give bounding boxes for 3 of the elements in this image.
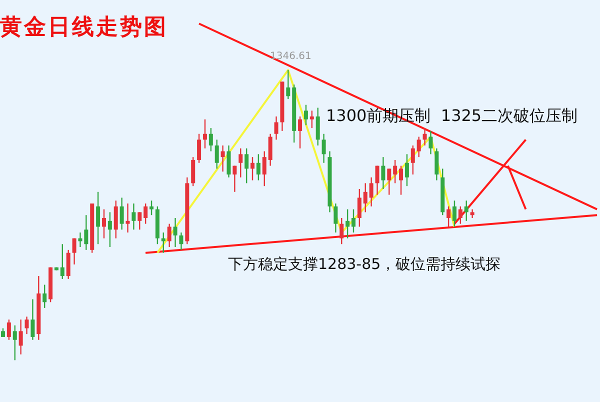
annotation: 1346.61: [270, 51, 312, 62]
chart-title: 黄金日线走势图: [0, 13, 168, 42]
annotation: 下方稳定支撑1283-85，破位需持续试探: [228, 255, 501, 274]
